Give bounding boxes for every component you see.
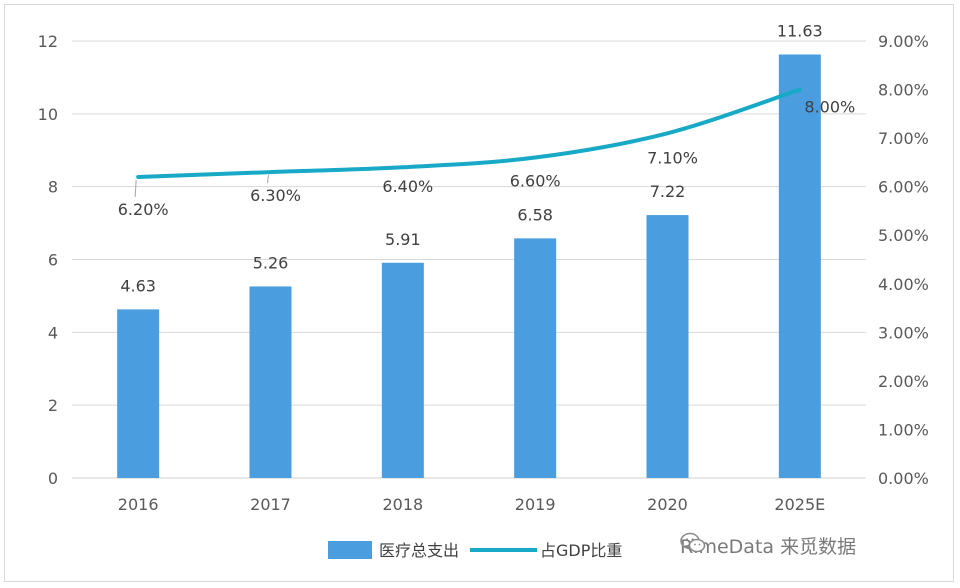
right-tick-label: 6.00% [878,178,929,197]
gridlines [72,40,866,479]
bar-data-label: 7.22 [650,182,686,201]
left-tick-label: 4 [48,323,58,342]
x-tick-label: 2019 [515,495,556,514]
bar [646,215,689,479]
bar [514,238,557,478]
bar [778,54,821,478]
right-tick-label: 1.00% [878,420,929,439]
bar-data-label: 5.26 [253,253,289,272]
bar-data-label: 6.58 [517,205,553,224]
x-tick-label: 2018 [382,495,423,514]
line-data-label: 6.40% [382,177,433,196]
x-tick-label: 2020 [647,495,688,514]
right-tick-label: 2.00% [878,372,929,391]
left-tick-label: 8 [48,178,58,197]
line-data-label: 6.20% [118,200,169,219]
bar [249,286,292,478]
x-tick-label: 2017 [250,495,291,514]
right-tick-label: 4.00% [878,275,929,294]
left-tick-label: 0 [48,469,58,488]
chart-frame [4,4,954,582]
bar-data-label: 5.91 [385,230,421,249]
left-axis: 0 2 4 6 8 10 12 [38,32,58,488]
legend: 医疗总支出 占GDP比重 [328,541,622,560]
legend-swatch-bar [328,541,372,559]
line-label-leader [267,175,269,184]
bar-data-label: 4.63 [120,276,156,295]
left-tick-label: 12 [38,32,58,51]
wechat-icon [680,532,706,553]
left-tick-label: 2 [48,396,58,415]
line-series [136,87,802,179]
bar-series [117,54,821,479]
legend-label-line: 占GDP比重 [540,541,622,560]
watermark: RimeData 来觅数据 [680,532,856,558]
line-data-label: 7.10% [647,148,698,167]
x-axis: 2016 2017 2018 2019 2020 2025E [118,495,825,514]
gdp-share-line [136,87,802,179]
bar [381,262,424,478]
line-label-leader [134,179,137,197]
line-data-label: 6.60% [510,172,561,191]
right-tick-label: 9.00% [878,32,929,51]
right-tick-label: 8.00% [878,81,929,100]
right-tick-label: 7.00% [878,129,929,148]
left-tick-label: 6 [48,251,58,270]
right-axis: 0.00% 1.00% 2.00% 3.00% 4.00% 5.00% 6.00% 7.00%… [878,32,929,488]
legend-label-bar: 医疗总支出 [379,541,459,560]
line-data-label: 8.00% [804,98,855,117]
right-tick-label: 0.00% [878,469,929,488]
x-tick-label: 2016 [118,495,159,514]
line-data-label: 6.30% [250,186,301,205]
watermark-text: RimeData 来觅数据 [680,535,857,558]
right-tick-label: 5.00% [878,226,929,245]
bar [117,309,160,478]
bar-data-label: 11.63 [777,21,823,40]
data-labels: 4.63 5.26 5.91 6.58 7.22 11.63 6.20% 6.30% 6.40%… [118,21,855,295]
left-tick-label: 10 [38,105,58,124]
right-tick-label: 3.00% [878,323,929,342]
x-tick-label: 2025E [774,495,825,514]
